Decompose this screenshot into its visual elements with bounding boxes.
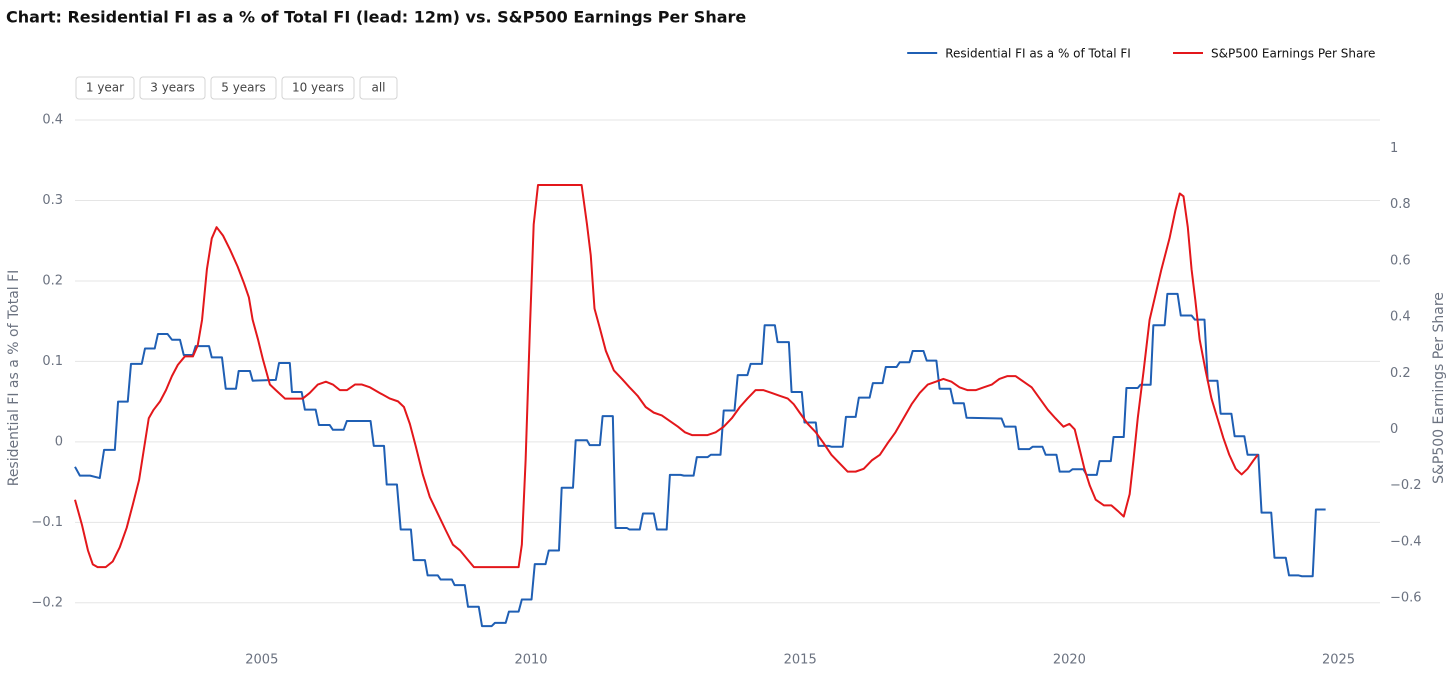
series-line xyxy=(74,292,1326,628)
y-tick-label: 0.3 xyxy=(42,193,63,208)
x-tick-label: 2005 xyxy=(245,653,278,668)
y2-tick-label: −0.2 xyxy=(1390,478,1422,493)
range-button[interactable]: 3 years xyxy=(139,76,206,100)
y-tick-label: 0.1 xyxy=(42,354,63,369)
range-button-box[interactable] xyxy=(359,76,398,100)
range-button[interactable]: 10 years xyxy=(281,76,355,100)
x-tick-label: 2025 xyxy=(1322,653,1355,668)
y-tick-label: 0 xyxy=(55,434,63,449)
y2-tick-label: −0.4 xyxy=(1390,534,1422,549)
y2-tick-label: 0.2 xyxy=(1390,366,1411,381)
y2-tick-label: 0.4 xyxy=(1390,310,1411,325)
range-selector: 1 year 3 years 5 years 10 years all xyxy=(75,76,398,100)
y2-tick-label: 0 xyxy=(1390,422,1398,437)
range-button-box[interactable] xyxy=(281,76,355,100)
legend-label: Residential FI as a % of Total FI xyxy=(945,47,1131,61)
plot-area xyxy=(74,184,1326,628)
y2-tick-label: 1 xyxy=(1390,141,1398,156)
x-tick-label: 2010 xyxy=(514,653,547,668)
y-tick-label: −0.2 xyxy=(31,595,63,610)
y2-axis-title: S&P500 Earnings Per Share xyxy=(1431,292,1447,484)
range-button-box[interactable] xyxy=(139,76,206,100)
y-tick-label: −0.1 xyxy=(31,515,63,530)
legend-label: S&P500 Earnings Per Share xyxy=(1211,47,1375,61)
range-button[interactable]: 1 year xyxy=(75,76,135,100)
x-tick-label: 2020 xyxy=(1053,653,1086,668)
range-button[interactable]: 5 years xyxy=(210,76,277,100)
y2-tick-label: 0.8 xyxy=(1390,197,1411,212)
chart-title: Chart: Residential FI as a % of Total FI… xyxy=(6,8,746,27)
range-button-label[interactable]: 5 years xyxy=(221,81,265,95)
range-button-label[interactable]: 10 years xyxy=(292,81,344,95)
y-axis-title: Residential FI as a % of Total FI xyxy=(6,270,22,487)
grid: −0.2 −0.1 0 0.1 0.2 0.3 0.4 −0.6 −0.4 −0.2 0 0.2 0.4… xyxy=(31,113,1421,668)
range-button-label[interactable]: all xyxy=(371,81,385,95)
range-button-box[interactable] xyxy=(210,76,277,100)
series-line xyxy=(74,184,1259,569)
y2-tick-label: 0.6 xyxy=(1390,253,1411,268)
range-button-box[interactable] xyxy=(75,76,135,100)
range-button-label[interactable]: 1 year xyxy=(86,81,124,95)
x-tick-label: 2015 xyxy=(784,653,817,668)
legend: Residential FI as a % of Total FI S&P500 … xyxy=(907,47,1375,61)
y-tick-label: 0.4 xyxy=(42,113,63,128)
y-tick-label: 0.2 xyxy=(42,273,63,288)
y2-tick-label: −0.6 xyxy=(1390,591,1422,606)
range-button[interactable]: all xyxy=(359,76,398,100)
range-button-label[interactable]: 3 years xyxy=(150,81,194,95)
